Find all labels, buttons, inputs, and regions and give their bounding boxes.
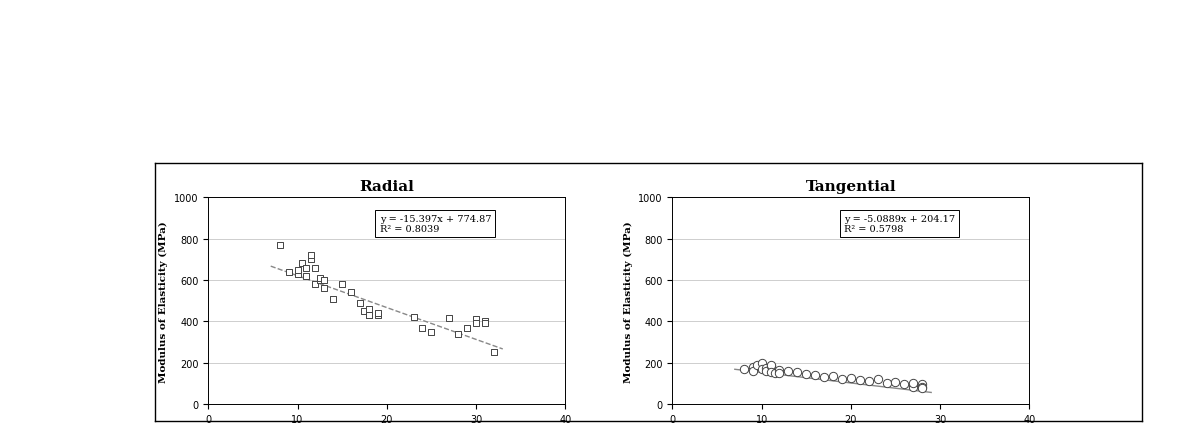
Point bbox=[734, 366, 753, 372]
Point bbox=[288, 271, 307, 278]
Point bbox=[778, 368, 797, 375]
Point bbox=[885, 379, 904, 386]
Point bbox=[788, 369, 807, 376]
Point bbox=[913, 381, 932, 388]
Point bbox=[904, 383, 923, 390]
Point bbox=[314, 277, 333, 284]
Point bbox=[311, 277, 330, 284]
Point bbox=[770, 367, 789, 374]
Point bbox=[850, 377, 869, 384]
Point bbox=[333, 281, 352, 288]
Point bbox=[757, 365, 776, 372]
Point bbox=[814, 374, 833, 381]
Point bbox=[913, 384, 932, 391]
Point bbox=[440, 315, 459, 322]
Point bbox=[752, 359, 771, 366]
Point bbox=[823, 373, 843, 380]
Point bbox=[306, 281, 325, 288]
Point bbox=[293, 261, 312, 267]
Point bbox=[351, 300, 370, 307]
Point bbox=[765, 370, 784, 377]
Point bbox=[913, 383, 932, 390]
Point bbox=[466, 320, 486, 327]
Point bbox=[342, 289, 361, 296]
Point bbox=[797, 371, 816, 378]
Point bbox=[458, 324, 477, 331]
Point bbox=[403, 314, 424, 321]
Point bbox=[484, 349, 503, 356]
Point bbox=[841, 375, 860, 382]
Point bbox=[422, 329, 441, 335]
Point bbox=[413, 324, 432, 331]
Point bbox=[752, 366, 771, 372]
Point bbox=[369, 312, 388, 319]
Title: Radial: Radial bbox=[359, 180, 414, 194]
Point bbox=[359, 306, 378, 313]
Point bbox=[904, 380, 923, 387]
Point bbox=[476, 318, 495, 325]
Point bbox=[747, 362, 766, 369]
Point bbox=[476, 320, 495, 327]
Title: Tangential: Tangential bbox=[806, 180, 896, 194]
Point bbox=[314, 285, 333, 292]
Point bbox=[877, 380, 896, 387]
Point bbox=[311, 275, 330, 282]
Point bbox=[301, 252, 320, 259]
Point bbox=[806, 372, 825, 379]
Point bbox=[355, 308, 374, 315]
Point bbox=[868, 376, 887, 383]
Point bbox=[298, 273, 317, 280]
Point bbox=[278, 269, 298, 276]
Point bbox=[762, 369, 781, 376]
Point bbox=[288, 267, 307, 273]
Point bbox=[369, 310, 388, 317]
Text: y = -5.0889x + 204.17
R² = 0.5798: y = -5.0889x + 204.17 R² = 0.5798 bbox=[844, 214, 954, 233]
Point bbox=[762, 362, 781, 369]
Point bbox=[298, 264, 317, 271]
Point bbox=[859, 378, 878, 385]
Point bbox=[359, 312, 378, 319]
Point bbox=[833, 376, 852, 383]
Y-axis label: Modulus of Elasticity (MPa): Modulus of Elasticity (MPa) bbox=[159, 220, 169, 382]
Point bbox=[895, 381, 914, 388]
Point bbox=[301, 256, 320, 263]
Point bbox=[743, 364, 762, 371]
Point bbox=[449, 331, 468, 338]
Point bbox=[762, 362, 781, 369]
Point bbox=[770, 370, 789, 377]
Point bbox=[270, 242, 289, 249]
Point bbox=[324, 295, 343, 302]
Point bbox=[757, 368, 776, 375]
Y-axis label: Modulus of Elasticity (MPa): Modulus of Elasticity (MPa) bbox=[624, 220, 633, 382]
Point bbox=[904, 382, 923, 389]
Text: y = -15.397x + 774.87
R² = 0.8039: y = -15.397x + 774.87 R² = 0.8039 bbox=[380, 214, 491, 233]
Point bbox=[306, 264, 325, 271]
Point bbox=[359, 312, 378, 319]
Point bbox=[466, 316, 486, 323]
Point bbox=[743, 368, 762, 375]
